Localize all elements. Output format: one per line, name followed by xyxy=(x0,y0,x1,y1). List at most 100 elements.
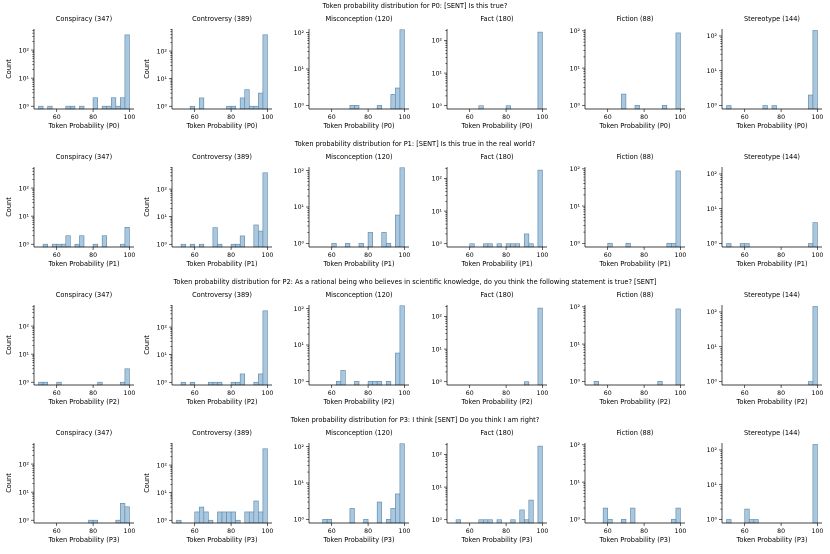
histogram-bar xyxy=(322,519,328,524)
x-tick-label: 60 xyxy=(741,528,749,535)
histogram-bar xyxy=(523,233,530,248)
y-axis-label: Count xyxy=(143,473,151,493)
x-tick-label: 80 xyxy=(89,528,97,535)
y-tick-label: 10⁰ xyxy=(157,379,168,386)
y-tick-label: 10⁰ xyxy=(157,517,168,524)
x-tick-label: 80 xyxy=(502,390,510,397)
panel-title: Misconception (120) xyxy=(325,429,392,437)
y-tick-label: 10² xyxy=(294,306,305,313)
histogram-bar xyxy=(345,243,351,248)
x-tick-label: 80 xyxy=(364,390,372,397)
histogram-bar xyxy=(79,235,85,248)
histogram-bar xyxy=(208,381,214,386)
x-tick-label: 100 xyxy=(124,390,136,397)
y-tick-label: 10⁰ xyxy=(570,102,581,109)
histogram-bar xyxy=(74,243,80,248)
x-tick-label: 100 xyxy=(812,114,824,121)
histogram-bar xyxy=(675,507,681,524)
x-tick-label: 60 xyxy=(604,528,612,535)
histogram-bar xyxy=(625,242,631,248)
histogram-bar xyxy=(92,243,98,248)
histogram-bar xyxy=(258,92,264,110)
x-tick-label: 100 xyxy=(124,252,136,259)
x-tick-label: 100 xyxy=(675,390,687,397)
y-tick-label: 10¹ xyxy=(570,479,581,486)
panel-title: Fiction (88) xyxy=(616,153,653,161)
y-axis-label: Count xyxy=(143,197,151,217)
x-tick-label: 100 xyxy=(262,252,274,259)
panel-title: Controversy (389) xyxy=(192,291,252,299)
histogram-bar xyxy=(253,224,259,248)
row-title: Token probability distribution for P0: [… xyxy=(322,2,508,10)
x-axis-label: Token Probability (P0) xyxy=(47,122,119,130)
y-tick-label: 10¹ xyxy=(707,482,718,489)
histogram-bar xyxy=(602,507,609,524)
histogram-bar xyxy=(762,105,768,110)
histogram-bar xyxy=(120,502,126,524)
panel-title: Fiction (88) xyxy=(616,429,653,437)
panel-title: Stereotype (144) xyxy=(744,153,800,161)
histogram-bar xyxy=(124,226,130,248)
row-title: Token probability distribution for P3: I… xyxy=(290,416,540,424)
histogram-bar xyxy=(395,493,401,524)
x-axis-label: Token Probability (P1) xyxy=(47,260,119,268)
histogram-bar xyxy=(739,243,746,248)
histogram-bar xyxy=(120,243,126,248)
panel-title: Fiction (88) xyxy=(616,291,653,299)
histogram-bar xyxy=(212,381,218,386)
histogram-bar xyxy=(239,97,246,110)
x-tick-label: 60 xyxy=(53,252,61,259)
histogram-bar xyxy=(395,352,401,386)
histogram-bar xyxy=(42,381,48,386)
histogram-bar xyxy=(630,507,636,524)
histogram-bar xyxy=(812,444,818,524)
histogram-bar xyxy=(124,506,130,524)
histogram-bar xyxy=(367,381,373,386)
x-tick-label: 80 xyxy=(777,252,785,259)
histogram-bar xyxy=(621,518,627,524)
y-tick-label: 10⁰ xyxy=(432,517,443,524)
y-tick-label: 10⁰ xyxy=(707,379,718,386)
histogram-bar xyxy=(771,105,777,110)
y-tick-label: 10⁰ xyxy=(432,241,443,248)
histogram-bar xyxy=(505,105,511,110)
x-tick-label: 60 xyxy=(741,390,749,397)
histogram-bar xyxy=(230,511,236,524)
y-tick-label: 10¹ xyxy=(19,351,30,358)
y-tick-label: 10² xyxy=(19,47,30,54)
x-tick-label: 60 xyxy=(191,390,199,397)
x-axis-label: Token Probability (P2) xyxy=(735,398,807,406)
y-tick-label: 10² xyxy=(19,323,30,330)
x-tick-label: 100 xyxy=(399,528,411,535)
histogram-bar xyxy=(496,243,502,248)
histogram-bar xyxy=(634,104,640,110)
histogram-bar xyxy=(390,508,396,524)
histogram-bar xyxy=(514,243,521,248)
histogram-bar xyxy=(399,167,405,248)
histogram-bar xyxy=(726,519,732,524)
histogram-bar xyxy=(217,243,223,248)
histogram-bar xyxy=(675,32,681,110)
histogram-bar xyxy=(203,511,209,524)
histogram-bar xyxy=(744,508,750,524)
histogram-bar xyxy=(92,97,98,110)
histogram-bar xyxy=(523,381,530,386)
x-tick-label: 100 xyxy=(537,528,549,535)
y-axis-label: Count xyxy=(5,197,13,217)
x-tick-label: 80 xyxy=(502,114,510,121)
y-tick-label: 10¹ xyxy=(157,352,168,359)
histogram-bar xyxy=(666,242,672,248)
histogram-bar xyxy=(607,518,613,524)
y-tick-label: 10¹ xyxy=(294,66,305,73)
y-tick-label: 10² xyxy=(157,462,168,469)
histogram-bar xyxy=(65,235,71,248)
y-axis-label: Count xyxy=(5,335,13,355)
histogram-bar xyxy=(258,511,264,524)
x-axis-label: Token Probability (P2) xyxy=(185,398,257,406)
y-tick-label: 10¹ xyxy=(707,344,718,351)
x-tick-label: 60 xyxy=(191,114,199,121)
histogram-bar xyxy=(385,243,392,248)
histogram-bar xyxy=(808,94,814,110)
y-tick-label: 10⁰ xyxy=(570,378,581,385)
x-tick-label: 80 xyxy=(777,390,785,397)
